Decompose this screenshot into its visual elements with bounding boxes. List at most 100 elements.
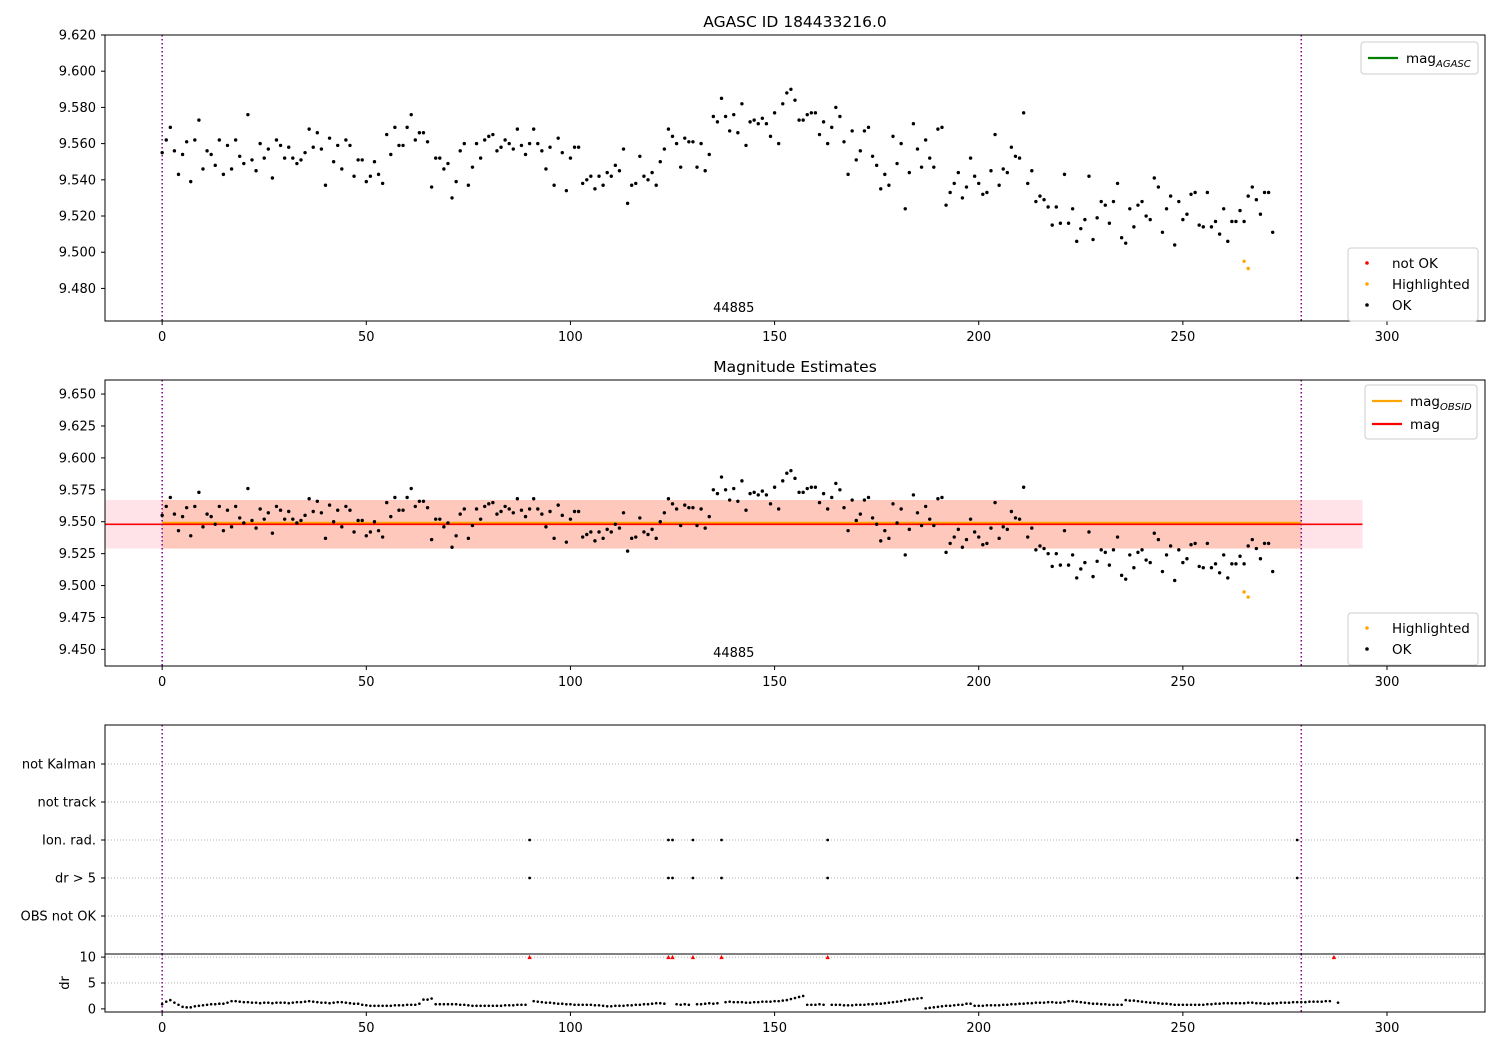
dr-point <box>814 1003 817 1007</box>
data-point-ok <box>1148 560 1152 565</box>
data-point-ok <box>393 495 397 500</box>
dr-point <box>1095 1002 1099 1006</box>
data-point-ok <box>830 495 834 500</box>
data-point-ok <box>1140 199 1144 204</box>
data-point-ok <box>425 140 430 144</box>
data-point-ok <box>340 525 344 529</box>
data-point-ok <box>952 181 956 186</box>
data-point-ok <box>213 522 217 526</box>
dr-point <box>193 1005 197 1008</box>
data-point-ok <box>1136 550 1140 555</box>
data-point-ok <box>850 498 854 502</box>
data-point-ok <box>1066 563 1071 567</box>
dr-point <box>418 1002 421 1006</box>
data-point-ok <box>1128 553 1132 557</box>
data-point-ok <box>1046 205 1050 209</box>
data-point-ok <box>168 125 173 130</box>
legend-lines: magAGASC <box>1360 41 1479 75</box>
data-point-ok <box>376 528 381 533</box>
dr-point <box>797 995 801 999</box>
flag-point <box>528 876 532 880</box>
data-point-ok <box>785 471 789 475</box>
dr-point <box>320 1001 323 1004</box>
data-point-ok <box>654 536 658 541</box>
data-point-ok <box>197 118 201 122</box>
category-label: dr > 5 <box>55 872 96 887</box>
data-point-ok <box>707 514 711 519</box>
data-point-ok <box>1075 239 1079 244</box>
dr-point <box>438 1002 442 1006</box>
data-point-highlighted <box>1242 259 1246 263</box>
dr-point <box>1059 1001 1062 1004</box>
dr-point <box>446 1002 450 1006</box>
panel-title-agasc: AGASC ID 184433216.0 <box>703 13 887 31</box>
data-point-ok <box>687 505 691 510</box>
data-point-ok <box>891 134 895 139</box>
dr-point <box>1324 999 1328 1003</box>
data-point-ok <box>874 522 879 526</box>
dr-point <box>818 1002 821 1006</box>
dr-point <box>663 1002 666 1006</box>
panel-magnitude-estimates: Magnitude Estimates 44885 0 50 100 150 200 25… <box>59 358 1486 690</box>
data-point-ok <box>238 516 242 520</box>
dr-point <box>675 1002 678 1006</box>
dr-point <box>687 1003 691 1007</box>
data-point-ok <box>291 156 295 160</box>
dr-point <box>1157 1001 1160 1005</box>
data-point-ok <box>789 87 793 92</box>
data-point-ok <box>572 145 577 149</box>
data-point-ok <box>189 179 193 184</box>
data-point-ok <box>1258 557 1263 561</box>
data-point-ok <box>1201 565 1205 570</box>
data-point-ok <box>985 190 989 195</box>
clipped-dr-marker <box>690 954 696 960</box>
data-point-ok <box>613 522 618 526</box>
data-point-ok <box>327 503 332 507</box>
data-point-ok <box>670 134 675 139</box>
data-point-ok <box>972 174 977 178</box>
data-point-ok <box>621 511 626 515</box>
data-point-ok <box>499 145 503 149</box>
data-point-ok <box>1054 205 1059 209</box>
data-point-ok <box>434 156 438 160</box>
data-point-ok <box>1070 207 1075 211</box>
panel-dr: 0 50 100 150 200 250 300 0 5 10 dr <box>58 951 1486 1036</box>
data-point-ok <box>307 497 311 501</box>
data-point-ok <box>519 508 524 512</box>
dr-point <box>1165 1002 1168 1006</box>
data-point-highlighted <box>1246 595 1250 599</box>
data-point-ok <box>1054 551 1059 556</box>
legend-point-label: OK <box>1392 642 1413 658</box>
dr-point <box>303 1000 307 1003</box>
data-point-ok <box>254 169 258 173</box>
data-point-ok <box>1234 562 1238 566</box>
data-point-ok <box>499 509 503 514</box>
dr-point <box>977 1004 981 1008</box>
data-point-ok <box>911 493 916 497</box>
y-tick-label: 9.560 <box>59 137 96 152</box>
dr-point <box>1079 1000 1083 1004</box>
data-point-ok <box>609 174 613 178</box>
dr-point <box>957 1003 960 1007</box>
data-point-ok <box>1038 544 1042 548</box>
data-point-ok <box>372 520 377 524</box>
data-point-ok <box>834 481 838 486</box>
dr-point <box>899 999 903 1003</box>
data-point-ok <box>1026 181 1030 186</box>
dr-point <box>728 1000 731 1003</box>
data-point-ok <box>1119 236 1124 240</box>
dr-point <box>744 1001 748 1004</box>
data-point-ok <box>964 537 969 542</box>
data-point-ok <box>389 514 393 519</box>
dr-point <box>1222 1001 1225 1005</box>
data-point-ok <box>1270 569 1275 574</box>
data-point-ok <box>1189 192 1193 196</box>
data-point-ok <box>385 500 389 505</box>
data-point-ok <box>666 497 671 501</box>
dr-point <box>773 999 776 1003</box>
data-point-ok <box>936 497 940 501</box>
data-point-ok <box>821 120 826 124</box>
flag-point <box>1295 876 1299 880</box>
data-point-ok <box>593 187 597 191</box>
clipped-dr-marker <box>825 954 830 960</box>
